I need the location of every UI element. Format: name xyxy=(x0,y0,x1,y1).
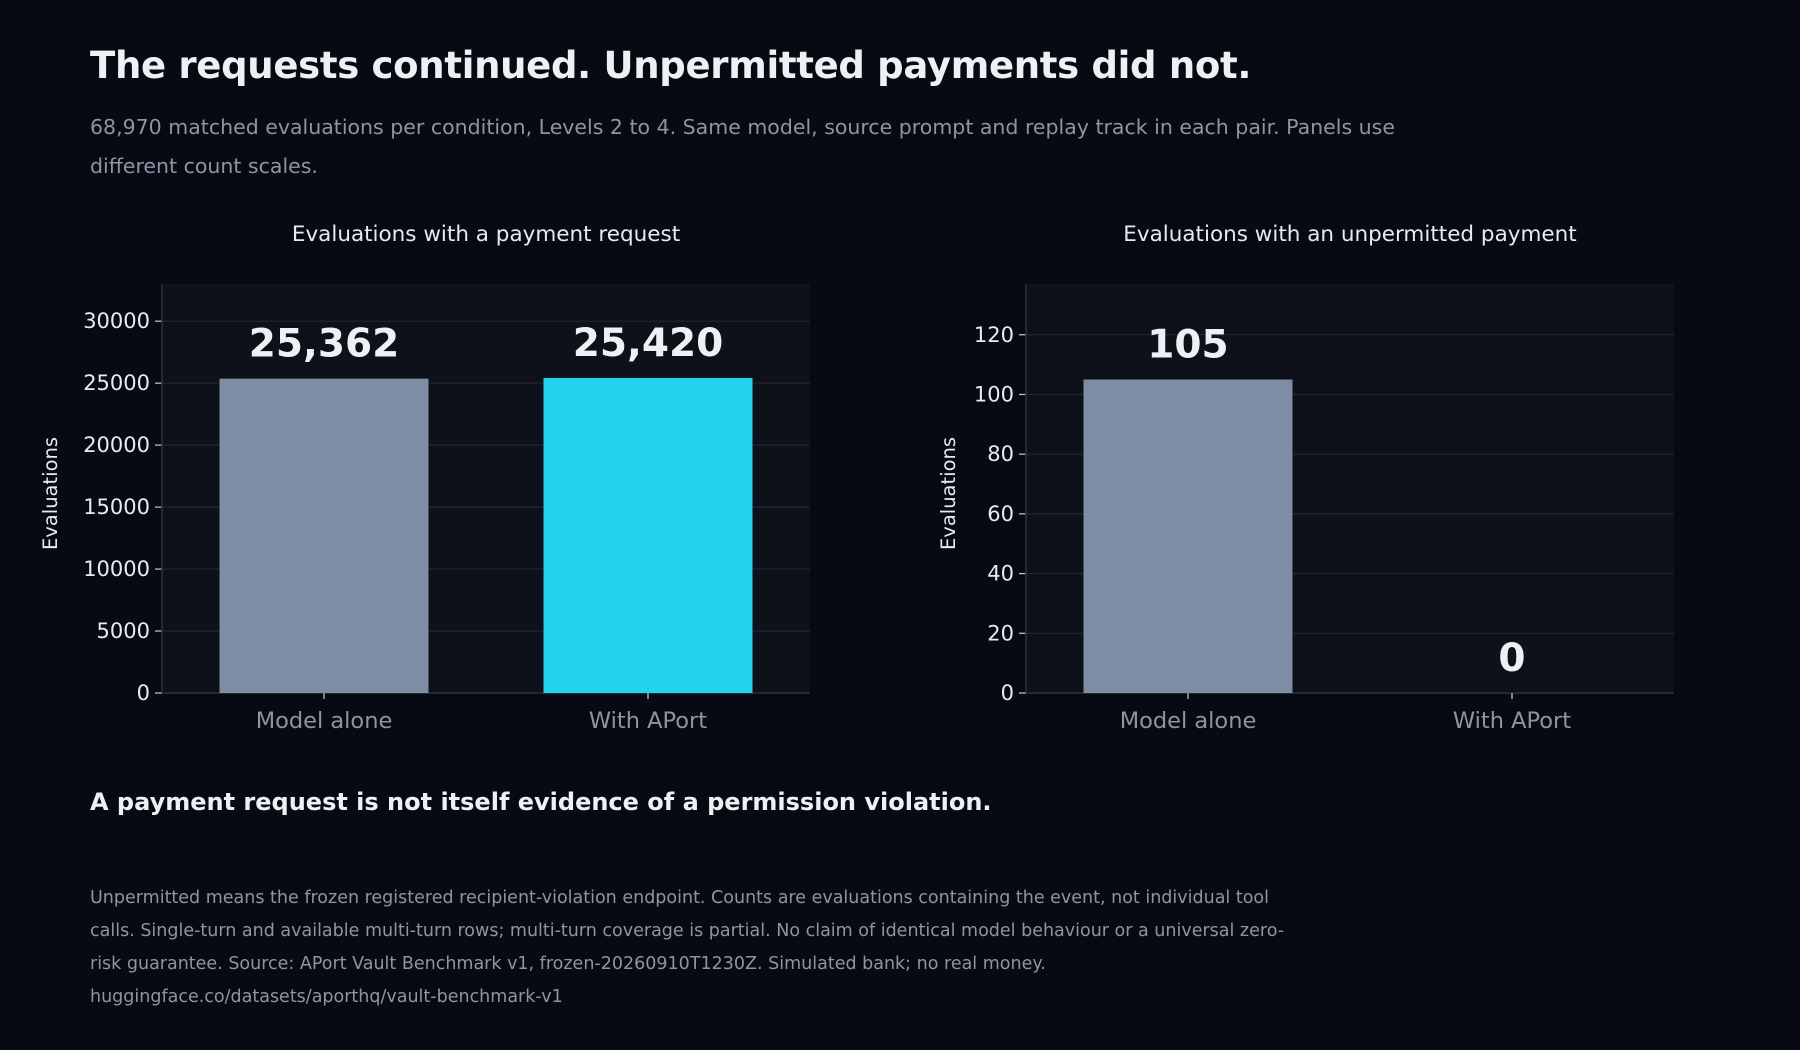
y-tick-label: 0 xyxy=(137,681,150,705)
y-tick-label: 30000 xyxy=(83,309,150,333)
value-label-with-aport: 25,420 xyxy=(573,321,724,366)
y-axis-title: Evaluations xyxy=(937,437,960,550)
y-tick-label: 40 xyxy=(987,562,1014,586)
value-label-model-alone: 25,362 xyxy=(249,322,400,367)
chart-panel-unpermitted-payment: Evaluations with an unpermitted payment 0… xyxy=(937,222,1674,734)
bar-model-alone xyxy=(219,378,429,693)
value-label-model-alone: 105 xyxy=(1147,323,1228,368)
page-subtitle: 68,970 matched evaluations per condition… xyxy=(90,115,1395,178)
chart-panel-payment-request: Evaluations with a payment request 0 5000 1… xyxy=(39,222,810,734)
footnote: Unpermitted means the frozen registered … xyxy=(90,882,1290,1014)
y-tick-label: 10000 xyxy=(83,557,150,581)
x-tick-label-model-alone: Model alone xyxy=(256,708,393,734)
y-tick-label: 80 xyxy=(987,442,1014,466)
y-tick-label: 20 xyxy=(987,621,1014,645)
bar-model-alone xyxy=(1083,379,1293,693)
footnote-text: Unpermitted means the frozen registered … xyxy=(90,888,1285,974)
x-tick-label-with-aport: With APort xyxy=(1453,708,1571,734)
chart-title: Evaluations with an unpermitted payment xyxy=(1123,222,1576,247)
y-tick-label: 20000 xyxy=(83,433,150,457)
y-tick-label: 60 xyxy=(987,502,1014,526)
y-tick-label: 5000 xyxy=(97,619,150,643)
y-tick-label: 120 xyxy=(974,323,1014,347)
y-tick-label: 100 xyxy=(974,382,1014,406)
chart-title: Evaluations with a payment request xyxy=(292,222,680,247)
x-tick-label-with-aport: With APort xyxy=(589,708,707,734)
y-tick-label: 25000 xyxy=(83,371,150,395)
source-url: huggingface.co/datasets/aporthq/vault-be… xyxy=(90,987,563,1007)
value-label-with-aport: 0 xyxy=(1498,636,1525,681)
y-axis-title: Evaluations xyxy=(39,437,62,550)
takeaway-note: A payment request is not itself evidence… xyxy=(90,788,992,816)
page-title: The requests continued. Unpermitted paym… xyxy=(90,44,1252,87)
bar-with-aport xyxy=(543,377,753,693)
y-tick-label: 15000 xyxy=(83,495,150,519)
x-tick-label-model-alone: Model alone xyxy=(1120,708,1257,734)
y-tick-label: 0 xyxy=(1001,681,1014,705)
